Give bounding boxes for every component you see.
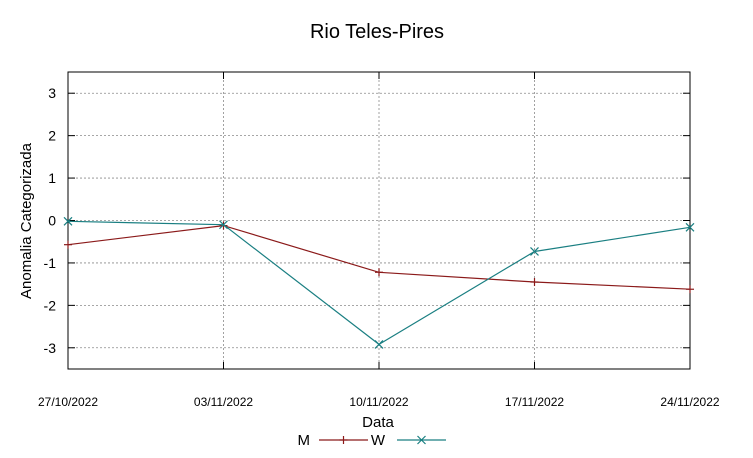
series-group (63, 216, 695, 349)
y-tick-label: 2 (48, 128, 56, 144)
x-tick-label: 17/11/2022 (505, 395, 564, 409)
x-tick-label: 03/11/2022 (194, 395, 253, 409)
series-m-point (530, 278, 539, 287)
y-axis-label: Anomalia Categorizada (18, 142, 35, 299)
series-m-point (219, 221, 228, 230)
x-axis-label: Data (362, 414, 394, 431)
x-tick-label: 27/10/2022 (38, 395, 98, 409)
grid-lines (68, 72, 690, 369)
series-w-point (685, 222, 695, 232)
marker-stroke (374, 339, 384, 349)
legend-w-label: W (371, 432, 386, 449)
y-tick-label: 1 (48, 170, 56, 186)
marker-stroke (219, 220, 228, 230)
y-tick-label: -2 (44, 297, 57, 313)
y-tick-label: -1 (44, 255, 57, 271)
series-m-point (64, 240, 72, 249)
marker-stroke (63, 216, 73, 226)
series-w-point (374, 339, 384, 349)
series-m-point (686, 285, 694, 294)
y-tick-label: 3 (48, 85, 56, 101)
y-tick-label: 0 (48, 213, 56, 229)
series-w-point (219, 220, 228, 230)
marker-stroke (530, 247, 539, 256)
marker-stroke (685, 222, 695, 232)
y-tick-label: -3 (44, 340, 57, 356)
chart-title: Rio Teles-Pires (310, 21, 444, 43)
legend-m-marker (339, 436, 348, 444)
legend-m-label: M (298, 432, 311, 449)
x-tick-label: 24/11/2022 (660, 395, 719, 409)
series-w-point (530, 247, 539, 256)
y-axis: 3 2 1 0 -1 -2 -3 (44, 85, 690, 356)
legend-w-marker (417, 435, 426, 445)
marker-stroke (417, 435, 426, 445)
series-m-point (375, 268, 383, 277)
x-axis: 27/10/2022 03/11/2022 10/11/2022 17/11/2022… (38, 72, 720, 409)
series-w-point (63, 216, 73, 226)
x-tick-label: 10/11/2022 (349, 395, 408, 409)
